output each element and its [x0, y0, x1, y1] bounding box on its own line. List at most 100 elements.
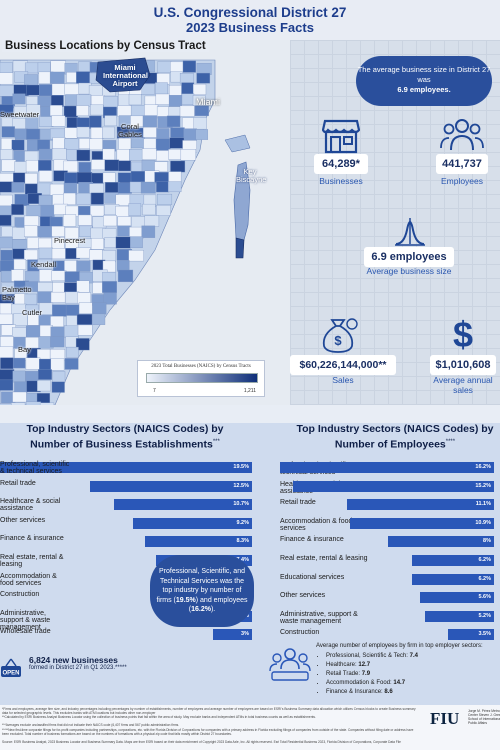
census-tract — [49, 216, 63, 228]
establishment-label: Accommodation & food services — [0, 572, 57, 587]
callout-text-a: Professional, Scientific, and Technical … — [156, 568, 245, 604]
dollar-icon: $ — [453, 314, 473, 354]
census-tract — [118, 160, 131, 172]
census-tract — [144, 104, 159, 116]
census-tract — [0, 85, 15, 97]
fiu-logo: FIU — [430, 709, 460, 728]
census-tract — [76, 105, 89, 117]
callout-text-b: ) and employees ( — [188, 596, 248, 614]
census-tract — [89, 183, 104, 195]
census-tract — [13, 313, 28, 326]
census-tract — [24, 74, 38, 87]
establishment-label: Real estate, rental & leasing — [0, 554, 64, 568]
businesses-label: Businesses — [319, 176, 363, 186]
census-tract — [64, 127, 78, 139]
map-label-key-biscayne: Key Biscayne — [236, 167, 267, 184]
svg-text:$: $ — [453, 314, 473, 354]
avg-item-value: 7.4 — [409, 653, 418, 659]
census-tract — [50, 60, 66, 73]
census-tract — [77, 324, 93, 336]
employee-label: Administrative, support & waste manageme… — [280, 610, 358, 625]
census-tract — [76, 192, 91, 205]
map-label-sweetwater: Sweetwater — [0, 110, 40, 119]
census-tract — [77, 292, 91, 304]
census-tract — [157, 61, 172, 73]
employee-row: Professional, scientific & technical ser… — [280, 462, 494, 476]
census-tract — [179, 105, 195, 117]
key-biscayne-tract — [233, 161, 251, 241]
census-tract — [155, 93, 170, 105]
stats-panel: The average business size in District 27… — [290, 40, 500, 405]
census-tract — [78, 162, 92, 174]
employees-value: 441,737 — [436, 154, 488, 174]
employees-label: Employees — [440, 176, 484, 186]
establishment-bar: 3% — [213, 629, 252, 641]
census-tract — [50, 95, 64, 107]
census-tract — [63, 160, 78, 173]
new-businesses-sub: formed in District 27 in Q1 2023.***** — [29, 665, 127, 671]
census-tract — [90, 205, 105, 217]
census-tract — [157, 193, 173, 205]
money-bag-icon: $ — [322, 318, 358, 353]
footnote-2: **Calculated by ESRI Business Analyst Bu… — [2, 715, 316, 719]
avg-employees-item: Retail Trade: 7.9 — [326, 670, 483, 679]
census-tract — [64, 138, 80, 151]
map-label-pinecrest: Pinecrest — [54, 236, 86, 245]
census-tract — [104, 237, 118, 249]
census-tract — [103, 292, 117, 305]
census-tract — [0, 379, 14, 391]
establishment-row: Finance & insurance 8.3% — [0, 535, 252, 548]
census-tract — [1, 126, 15, 138]
census-tract — [128, 203, 142, 216]
establishment-label: Other services — [0, 516, 46, 524]
census-tract — [37, 139, 51, 151]
census-tract — [12, 227, 26, 240]
census-tract — [37, 380, 51, 392]
census-tract — [24, 225, 38, 237]
establishment-label: Retail trade — [0, 479, 36, 487]
census-tract — [25, 159, 39, 173]
census-tract — [155, 138, 171, 151]
employee-row: Retail trade 11.1% — [280, 499, 494, 511]
census-tract — [51, 381, 65, 393]
employee-row: Administrative, support & waste manageme… — [280, 610, 494, 625]
census-tract — [12, 391, 27, 403]
census-tract — [0, 346, 14, 359]
employee-label: Finance & insurance — [280, 536, 344, 544]
census-tract — [128, 250, 144, 262]
census-tract — [38, 237, 53, 250]
census-tract — [12, 248, 27, 260]
avg-item-name: Finance & Insurance: — [326, 689, 385, 695]
legend-gradient — [146, 373, 258, 383]
census-tract — [63, 105, 78, 118]
avg-item-name: Professional, Scientific & Tech: — [326, 653, 410, 659]
census-tract — [49, 183, 65, 196]
employee-row: Other services 5.6% — [280, 592, 494, 604]
section-gap — [0, 405, 500, 423]
census-tract — [0, 62, 13, 73]
census-tract — [1, 159, 16, 172]
legend-min: 7 — [153, 388, 156, 394]
employee-bar: 3.5% — [447, 629, 494, 641]
census-tract — [89, 115, 102, 128]
footnote-4: *****New first-time corporate filings fo… — [2, 728, 414, 736]
census-tract-map — [0, 40, 290, 405]
avg-employees-item: Finance & Insurance: 8.6 — [326, 688, 483, 697]
census-tract — [23, 249, 38, 261]
census-tract — [183, 128, 197, 141]
new-businesses-headline: 6,824 new businesses — [29, 655, 118, 665]
virginia-key — [224, 134, 251, 153]
employee-row: Finance & insurance 8% — [280, 536, 494, 548]
census-tract — [141, 83, 155, 95]
census-tract — [50, 291, 66, 303]
census-tract — [13, 259, 27, 270]
employees-title-line2: Number of Employees — [334, 438, 446, 451]
industry-sectors-section: Top Industry Sectors (NAICS Codes) by Nu… — [0, 405, 500, 705]
census-tract — [52, 371, 66, 383]
establishment-row: Healthcare & social assistance 10.7% — [0, 498, 252, 512]
census-tract — [39, 269, 53, 282]
footnote-5: Source: ESRI Business Analyst, 2023 Busi… — [2, 740, 401, 744]
page-title: U.S. Congressional District 27 — [153, 5, 347, 20]
avg-employees-item: Healthcare: 12.7 — [326, 661, 483, 670]
census-tract — [39, 402, 55, 405]
